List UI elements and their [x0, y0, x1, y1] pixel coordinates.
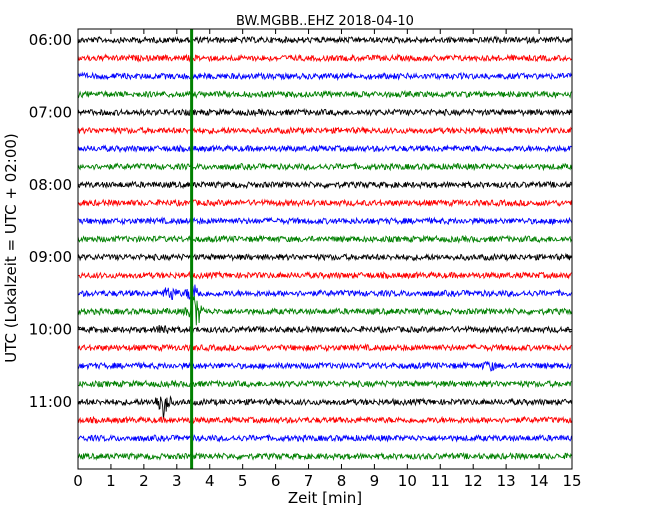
y-tick-label: 07:00 [29, 103, 72, 121]
trace-0600 [77, 35, 572, 45]
x-tick-label: 14 [530, 472, 549, 490]
y-tick-label: 08:00 [29, 176, 72, 194]
x-tick-label: 6 [271, 472, 281, 490]
trace-0800 [77, 180, 572, 190]
x-tick-label: 7 [304, 472, 314, 490]
trace-0945 [77, 296, 572, 326]
trace-1130 [77, 433, 572, 443]
trace-0630 [78, 71, 572, 82]
trace-0615 [77, 53, 572, 63]
x-tick-label: 10 [398, 472, 417, 490]
chart-title: BW.MGBB..EHZ 2018-04-10 [236, 14, 414, 29]
x-tick-label: 12 [464, 472, 483, 490]
trace-0845 [77, 234, 572, 244]
x-tick-label: 0 [73, 472, 83, 490]
plot-frame [77, 28, 573, 470]
x-tick-label: 5 [238, 472, 248, 490]
trace-0745 [77, 161, 572, 172]
y-axis-label: UTC (Lokalzeit = UTC + 02:00) [2, 133, 20, 363]
trace-0730 [77, 144, 572, 154]
x-axis-ticks: 0 1 2 3 4 5 6 7 8 9 10 11 12 13 14 15 [73, 29, 582, 490]
trace-1100 [77, 395, 572, 420]
trace-0815 [78, 198, 572, 208]
x-tick-label: 2 [139, 472, 149, 490]
trace-0715 [77, 125, 572, 136]
x-tick-label: 8 [337, 472, 347, 490]
y-tick-label: 09:00 [29, 248, 72, 266]
x-tick-label: 4 [205, 472, 215, 490]
seismic-traces [77, 35, 572, 461]
trace-0645 [77, 89, 572, 100]
trace-0930 [77, 284, 572, 302]
trace-1145 [77, 451, 572, 461]
x-tick-label: 3 [172, 472, 182, 490]
trace-0830 [77, 216, 572, 226]
y-tick-label: 10:00 [29, 321, 72, 339]
y-tick-label: 11:00 [29, 393, 72, 411]
trace-0700 [77, 107, 572, 118]
y-tick-label: 06:00 [29, 31, 72, 49]
trace-1015 [77, 342, 572, 353]
trace-1000 [77, 325, 572, 335]
x-tick-label: 1 [106, 472, 116, 490]
trace-0900 [77, 252, 572, 262]
x-tick-label: 15 [562, 472, 581, 490]
trace-0915 [77, 270, 572, 280]
x-tick-label: 13 [497, 472, 516, 490]
trace-1115 [77, 415, 572, 425]
x-tick-label: 11 [431, 472, 450, 490]
y-axis-ticks: 06:00 07:00 08:00 09:00 10:00 11:00 [29, 31, 572, 411]
trace-1030 [77, 360, 572, 372]
x-tick-label: 9 [370, 472, 380, 490]
trace-1045 [77, 379, 572, 389]
x-axis-label: Zeit [min] [288, 489, 362, 507]
